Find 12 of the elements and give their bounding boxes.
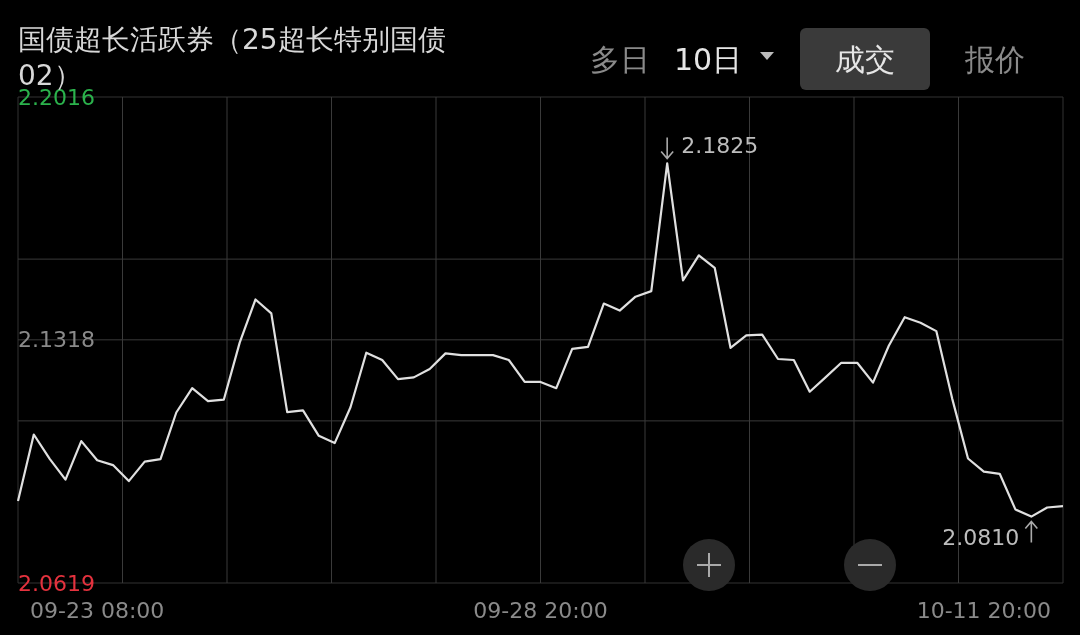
text: 成交	[835, 42, 895, 77]
text: 多日	[590, 42, 650, 77]
x-tick-label: 10-11 20:00	[916, 598, 1051, 623]
text: 10日	[673, 42, 743, 77]
y-tick-label: 2.0619	[18, 570, 95, 596]
line-series	[16, 162, 1065, 518]
x-tick-label: 09-23 08:00	[30, 598, 165, 623]
text: 报价	[964, 42, 1025, 77]
x-tick-label: 09-28 20:00	[473, 598, 608, 623]
annotation: 2.1825	[681, 133, 759, 159]
annotation: 2.0810	[942, 524, 1020, 550]
y-tick-label: 2.1318	[18, 327, 95, 353]
